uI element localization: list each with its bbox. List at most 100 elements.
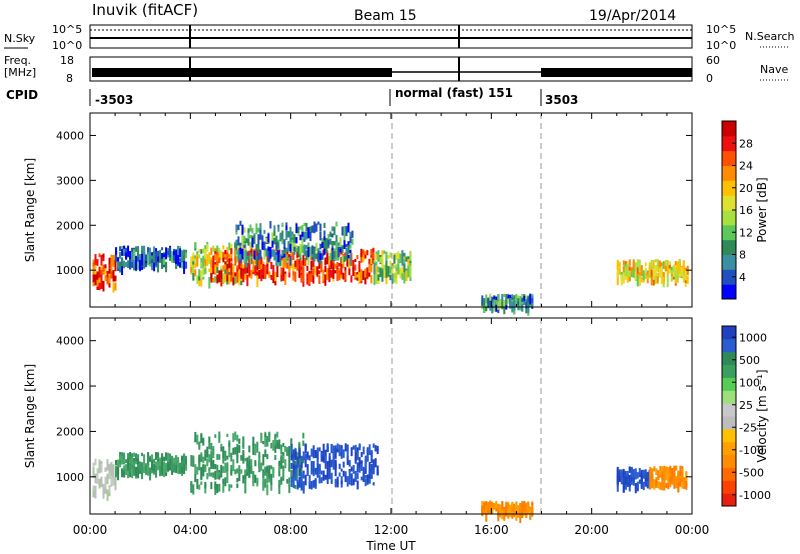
data-cell (115, 251, 118, 255)
data-cell (657, 480, 660, 489)
data-cell (672, 266, 675, 272)
data-cell (616, 468, 619, 474)
data-cell (630, 467, 633, 478)
data-cell (521, 303, 524, 312)
data-cell (230, 464, 233, 475)
data-cell (121, 456, 124, 465)
data-cell (137, 260, 140, 267)
data-cell (322, 456, 325, 462)
data-cell (638, 275, 641, 287)
freq-right-top: 60 (706, 54, 720, 67)
data-cell (202, 255, 205, 263)
data-cell (220, 446, 223, 452)
data-cell (356, 274, 359, 278)
data-cell (190, 256, 193, 268)
data-cell (137, 458, 140, 464)
data-cell (399, 267, 402, 279)
data-cell (94, 279, 97, 286)
data-cell (135, 453, 138, 463)
data-cell (503, 301, 506, 307)
data-cell (252, 443, 255, 456)
data-cell (306, 451, 309, 458)
data-cell (503, 293, 506, 298)
data-cell (236, 454, 239, 464)
data-cell (290, 449, 293, 454)
data-cell (208, 440, 211, 450)
data-cell (243, 252, 246, 263)
colorbar-swatch (722, 364, 736, 378)
data-cell (364, 481, 367, 487)
data-cell (649, 478, 652, 485)
data-cell (298, 259, 301, 271)
data-cell (299, 226, 302, 230)
data-cell (295, 247, 298, 252)
data-cell (119, 460, 122, 468)
data-cell (271, 250, 274, 255)
data-cell (376, 445, 379, 451)
data-cell (261, 235, 264, 243)
data-cell (302, 440, 305, 446)
data-cell (485, 501, 488, 505)
data-cell (505, 294, 508, 301)
data-cell (194, 474, 197, 483)
colorbar-swatch (722, 239, 736, 255)
data-cell (403, 263, 406, 273)
data-cell (335, 242, 338, 249)
data-cell (648, 267, 651, 276)
data-cell (616, 275, 619, 286)
data-cell (277, 250, 280, 263)
data-cell (96, 477, 99, 485)
data-cell (234, 247, 237, 257)
data-cell (307, 246, 310, 258)
data-cell (143, 245, 146, 254)
data-cell (497, 503, 500, 510)
data-cell (234, 469, 237, 475)
data-cell (358, 445, 361, 451)
data-cell (129, 456, 132, 461)
data-cell (216, 454, 219, 460)
data-cell (346, 263, 349, 267)
data-cell (230, 484, 233, 488)
data-cell (123, 251, 126, 256)
data-cell (640, 276, 643, 283)
data-cell (311, 245, 314, 255)
data-cell (282, 254, 285, 265)
data-cell (624, 476, 627, 485)
data-cell (370, 470, 373, 478)
data-cell (112, 469, 115, 476)
data-cell (108, 487, 111, 493)
data-cell (521, 501, 524, 509)
data-cell (248, 455, 251, 463)
velocity-frame (89, 317, 693, 515)
data-cell (185, 457, 188, 469)
data-cell (644, 475, 647, 485)
data-cell (270, 442, 273, 449)
colorbar-swatch (722, 480, 736, 494)
data-cell (523, 500, 526, 508)
data-cell (294, 271, 297, 282)
data-cell (141, 463, 144, 474)
data-cell (345, 247, 348, 255)
data-cell (145, 464, 148, 471)
data-cell (660, 272, 663, 285)
data-cell (312, 275, 315, 284)
data-cell (328, 256, 331, 265)
data-cell (264, 269, 267, 277)
data-cell (636, 481, 639, 489)
data-cell (298, 476, 301, 488)
data-cell (249, 224, 252, 232)
colorbar-swatch (722, 416, 736, 430)
data-cell (314, 478, 317, 489)
data-cell (296, 479, 299, 484)
data-cell (244, 474, 247, 480)
data-cell (489, 293, 492, 301)
data-cell (153, 463, 156, 472)
colorbar-tick-label: 25 (739, 399, 753, 412)
data-cell (305, 244, 308, 250)
data-cell (344, 270, 347, 281)
data-cell (321, 253, 324, 260)
data-cell (646, 480, 649, 485)
data-cell (283, 239, 286, 246)
data-cell (640, 474, 643, 487)
data-cell (266, 454, 269, 460)
